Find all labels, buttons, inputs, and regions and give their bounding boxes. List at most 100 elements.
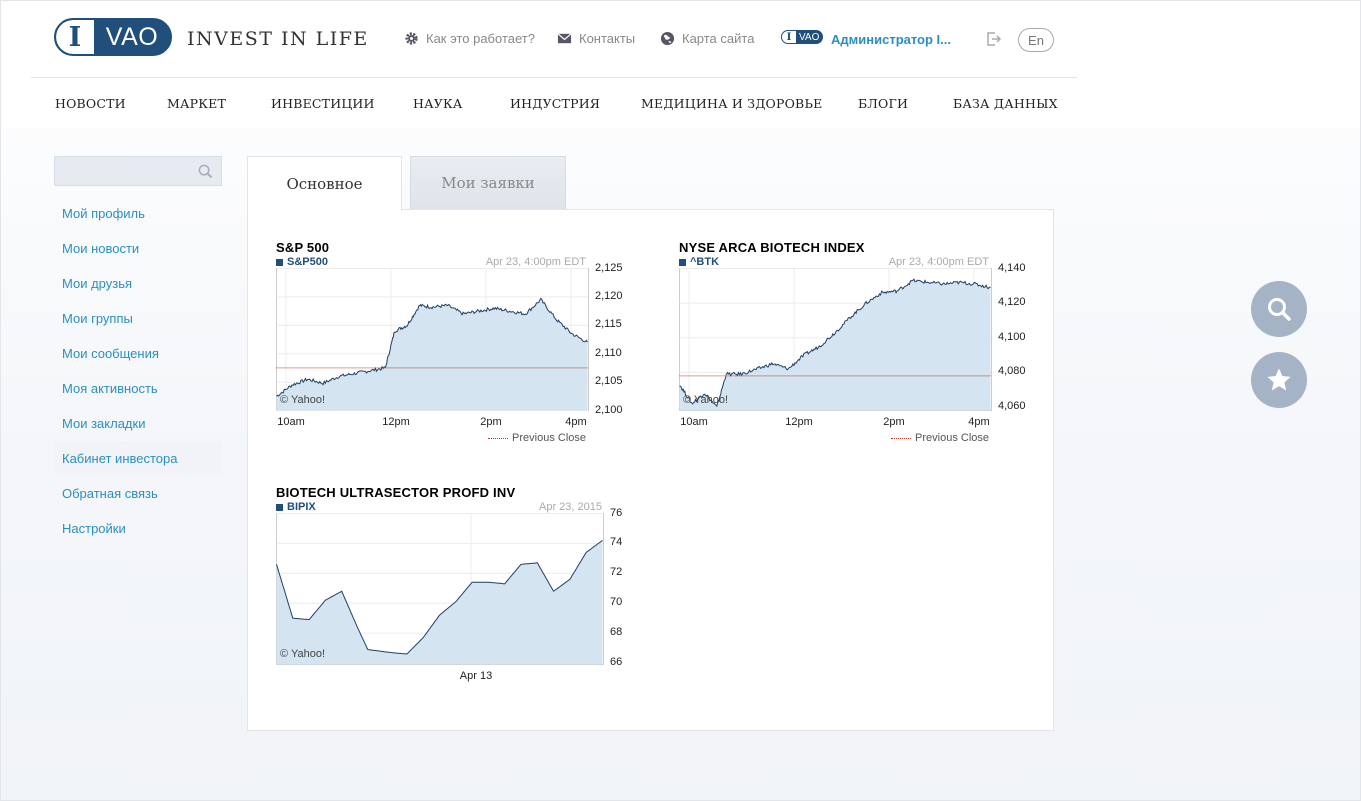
sidebar-item-bookmarks[interactable]: Мои закладки [62,415,146,431]
search-input[interactable] [55,157,185,185]
y-tick-label: 4,140 [998,261,1026,274]
chart-copyright: © Yahoo! [280,394,326,406]
chart-title: BIOTECH ULTRASECTOR PROFD INV [276,485,516,500]
y-tick-label: 2,100 [595,403,623,416]
sidebar-item-activity[interactable]: Моя активность [62,380,158,396]
symbol-marker [276,503,283,511]
y-tick-label: 4,100 [998,330,1026,343]
x-tick-label: 10am [277,416,305,428]
symbol-marker [276,258,283,266]
chart-plot [276,268,589,411]
previous-close-line [891,437,912,439]
y-tick-label: 70 [610,596,623,609]
x-tick-label: 12pm [382,416,410,428]
how-it-works-label: Как это работает? [426,31,535,46]
series-line [276,297,588,397]
gear-icon [405,32,418,45]
chart-title: NYSE ARCA BIOTECH INDEX [679,240,865,255]
nav-industry[interactable]: ИНДУСТРИЯ [510,96,601,111]
chart-legend: Previous Close [488,432,586,444]
x-tick-label: 12pm [785,416,813,428]
y-tick-label: 2,125 [595,261,623,274]
chart-symbol-label: S&P500 [287,256,328,268]
mini-logo-text: VAO [799,31,820,43]
y-tick-label: 2,120 [595,289,623,302]
nav-market[interactable]: МАРКЕТ [167,96,227,111]
sidebar-item-investor-cabinet[interactable]: Кабинет инвестора [54,441,222,475]
legend-label: Previous Close [512,432,586,444]
y-tick-label: 2,115 [595,318,622,331]
chart-copyright: © Yahoo! [280,648,326,660]
y-tick-label: 4,060 [998,400,1026,413]
series-area [276,540,603,665]
y-tick-label: 4,080 [998,365,1026,378]
sidebar-item-messages[interactable]: Мои сообщения [62,345,159,361]
sidebar-item-groups[interactable]: Мои группы [62,310,133,326]
chart-copyright: © Yahoo! [683,394,729,406]
y-tick-label: 76 [610,506,623,519]
logo-text: VAO [105,22,159,51]
nav-news[interactable]: НОВОСТИ [55,96,126,111]
chart-timestamp: Apr 23, 2015 [539,501,602,513]
chart-symbol-label: BIPIX [287,501,316,513]
nav-investments[interactable]: ИНВЕСТИЦИИ [271,96,375,111]
contacts-label: Контакты [579,31,636,46]
user-profile-link[interactable]: Администратор I... [831,32,951,47]
chart-plot [276,513,604,665]
btk-chart: NYSE ARCA BIOTECH INDEX ^BTK Apr 23, 4:0… [679,240,1026,450]
series-line [679,278,991,408]
series-line [276,539,603,655]
y-tick-label: 66 [610,656,623,668]
x-tick-label: 4pm [565,416,587,428]
floating-search-button[interactable] [1251,281,1307,337]
tab-my-orders[interactable]: Мои заявки [410,156,566,210]
legend-label: Previous Close [915,432,989,444]
search-icon [1268,298,1291,321]
y-tick-label: 4,120 [998,296,1026,309]
mail-icon [557,33,572,44]
search-icon[interactable] [198,164,213,179]
series-area [679,279,991,411]
sitemap-link[interactable]: Карта сайта [660,31,754,46]
sitemap-label: Карта сайта [682,31,755,46]
sidebar-item-feedback[interactable]: Обратная связь [62,485,158,501]
sp500-chart: S&P 500 S&P500 Apr 23, 4:00pm EDT © Yaho… [276,240,623,450]
how-it-works-link[interactable]: Как это работает? [404,31,535,46]
language-switch[interactable]: En [1018,28,1054,52]
chart-symbol: ^BTK [679,256,719,268]
site-tagline: INVEST IN LIFE [187,28,369,50]
symbol-marker [679,258,686,266]
globe-icon [660,31,675,46]
sidebar-item-profile[interactable]: Мой профиль [62,205,145,221]
star-icon [1267,368,1291,391]
chart-legend: Previous Close [891,432,989,444]
y-tick-label: 68 [610,626,623,639]
mini-logo-letter: I [782,31,796,43]
tab-main[interactable]: Основное [247,156,402,211]
y-tick-label: 2,110 [595,346,622,359]
series-area [276,298,588,411]
chart-timestamp: Apr 23, 4:00pm EDT [485,256,586,268]
contacts-link[interactable]: Контакты [557,31,635,46]
chart-symbol: BIPIX [276,501,316,513]
nav-medicine[interactable]: МЕДИЦИНА И ЗДОРОВЬЕ [641,96,823,111]
previous-close-line [488,437,509,439]
floating-bookmark-button[interactable] [1251,352,1307,408]
chart-symbol: S&P500 [276,256,328,268]
logout-icon[interactable] [986,31,1002,47]
x-tick-label: 10am [680,416,708,428]
bipix-chart: BIOTECH ULTRASECTOR PROFD INV BIPIX Apr … [276,485,631,695]
nav-blogs[interactable]: БЛОГИ [858,96,909,111]
nav-database[interactable]: БАЗА ДАННЫХ [953,96,1058,111]
site-logo[interactable]: I VAO [54,18,172,56]
y-tick-label: 74 [610,536,623,549]
y-tick-label: 72 [610,566,623,579]
x-tick-label: 2pm [480,416,502,428]
sidebar-item-settings[interactable]: Настройки [62,520,126,536]
sidebar-item-news[interactable]: Мои новости [62,240,140,256]
main-panel: S&P 500 S&P500 Apr 23, 4:00pm EDT © Yaho… [247,209,1054,731]
chart-plot [679,268,992,411]
logo-letter: I [56,20,94,54]
nav-science[interactable]: НАУКА [413,96,463,111]
sidebar-item-friends[interactable]: Мои друзья [62,275,133,291]
